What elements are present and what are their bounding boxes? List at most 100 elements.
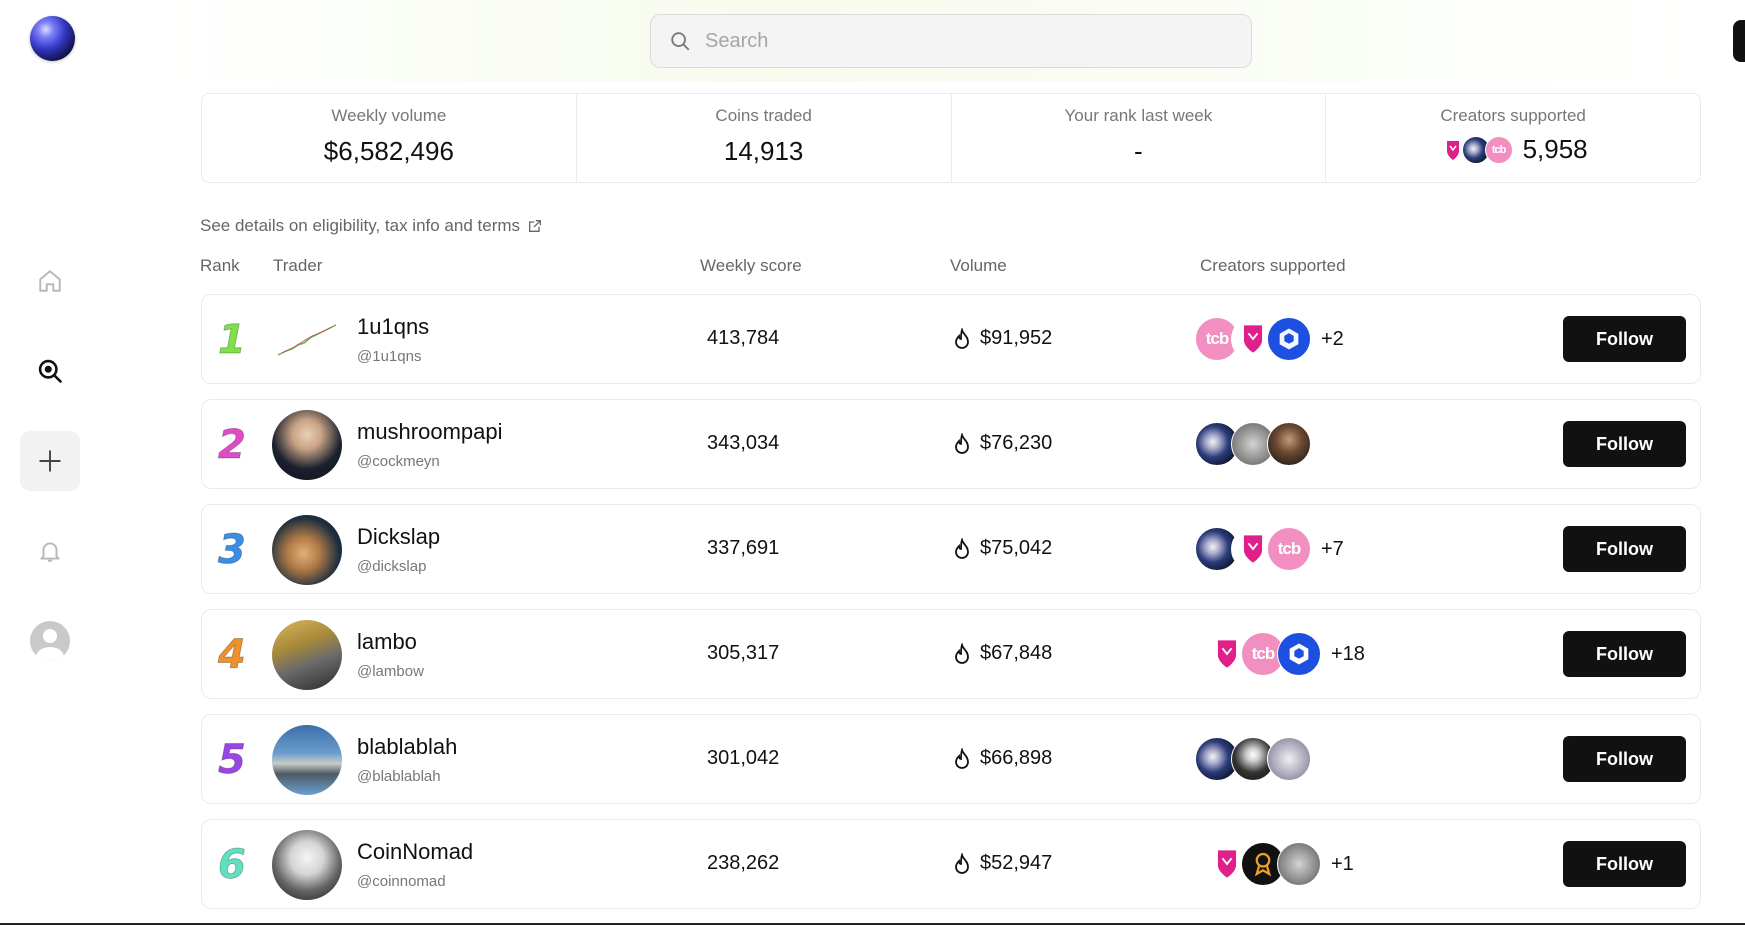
creators-more-count: +7 (1321, 537, 1344, 560)
trader-handle: @blablablah (357, 768, 441, 785)
trader-handle: @lambow (357, 663, 424, 680)
rank-number: 5 (218, 737, 247, 784)
rank-number: 2 (218, 422, 247, 469)
volume-value: $91,952 (980, 327, 1053, 349)
shield-creator-avatar (1205, 842, 1249, 886)
leaderboard-row[interactable]: 5 blablablah @blablablah 301,042 $66,898… (201, 714, 1701, 804)
app-logo[interactable] (30, 16, 75, 61)
volume-value: $75,042 (980, 537, 1053, 559)
stat-label: Coins traded (715, 106, 812, 125)
weekly-score: 301,042 (707, 747, 780, 769)
trader-name[interactable]: lambo (357, 629, 417, 654)
trader-avatar (272, 620, 342, 690)
top-right-button[interactable] (1733, 20, 1745, 62)
notifications-nav-button[interactable] (20, 521, 80, 581)
rank-number: 6 (218, 842, 247, 889)
flame-icon (955, 852, 969, 874)
create-nav-button[interactable] (20, 431, 80, 491)
creators-supported[interactable] (1195, 737, 1311, 781)
plus-icon (39, 450, 61, 472)
stat-coins-traded: Coins traded 14,913 (577, 94, 952, 182)
weekly-score: 343,034 (707, 432, 780, 454)
stats-panel: Weekly volume $6,582,496 Coins traded 14… (201, 93, 1701, 183)
trader-avatar (272, 515, 342, 585)
volume-cell: $76,230 (952, 432, 1052, 455)
bell-icon (40, 542, 60, 562)
rank-number: 3 (218, 527, 247, 574)
leaderboard-row[interactable]: 1 1u1qns @1u1qns 413,784 $91,952 tcb +2 … (201, 294, 1701, 384)
trader-name[interactable]: 1u1qns (357, 314, 430, 339)
leaderboard-row[interactable]: 4 lambo @lambow 305,317 $67,848 tcb +18 … (201, 609, 1701, 699)
home-nav-button[interactable] (20, 251, 80, 311)
weekly-score: 305,317 (707, 642, 780, 664)
stat-label: Your rank last week (1064, 106, 1213, 125)
column-header-rank: Rank (200, 256, 240, 275)
flame-icon (955, 537, 969, 559)
follow-button[interactable]: Follow (1563, 631, 1686, 677)
stat-weekly-volume: Weekly volume $6,582,496 (202, 94, 577, 182)
volume-cell: $91,952 (952, 327, 1052, 350)
trader-name[interactable]: CoinNomad (357, 839, 474, 864)
search-icon (38, 359, 62, 383)
external-link-icon (529, 220, 542, 232)
weekly-score: 413,784 (707, 327, 780, 349)
flame-icon (955, 432, 969, 454)
trader-handle: @dickslap (357, 558, 427, 575)
cube-creator-avatar (1267, 317, 1311, 361)
volume-cell: $66,898 (952, 747, 1052, 770)
flame-icon (955, 747, 969, 769)
rank-number: 4 (218, 632, 247, 679)
home-icon (39, 270, 61, 292)
creators-supported[interactable]: +1 (1205, 842, 1354, 886)
creators-supported[interactable]: tcb +18 (1205, 632, 1365, 676)
rank-number: 1 (218, 317, 247, 364)
details-link-text: See details on eligibility, tax info and… (200, 216, 521, 235)
creator-avatar-stack: tcb (1438, 135, 1513, 164)
search-input[interactable] (705, 29, 1225, 53)
user-avatar-icon (36, 629, 64, 661)
stat-value: 14,913 (723, 136, 804, 166)
creators-more-count: +2 (1321, 327, 1344, 350)
creator-avatar (1277, 842, 1321, 886)
leaderboard-row[interactable]: 3 Dickslap @dickslap 337,691 $75,042 tcb… (201, 504, 1701, 594)
follow-button[interactable]: Follow (1563, 526, 1686, 572)
creators-more-count: +18 (1331, 642, 1365, 665)
trader-handle: @1u1qns (357, 348, 422, 365)
volume-value: $66,898 (980, 747, 1053, 769)
trader-avatar (272, 830, 342, 900)
creators-supported[interactable]: tcb +7 (1195, 527, 1344, 571)
column-header-volume: Volume (950, 256, 1007, 275)
stat-rank-last-week: Your rank last week - (952, 94, 1327, 182)
trader-handle: @coinnomad (357, 873, 446, 890)
follow-button[interactable]: Follow (1563, 316, 1686, 362)
explore-nav-button[interactable] (20, 341, 80, 401)
trader-name[interactable]: blablablah (357, 734, 458, 759)
search-bar[interactable] (650, 14, 1252, 68)
creators-supported[interactable]: tcb +2 (1195, 317, 1344, 361)
trader-avatar (272, 305, 342, 375)
trader-handle: @cockmeyn (357, 453, 440, 470)
leaderboard-row[interactable]: 2 mushroompapi @cockmeyn 343,034 $76,230… (201, 399, 1701, 489)
follow-button[interactable]: Follow (1563, 841, 1686, 887)
eligibility-details-link[interactable]: See details on eligibility, tax info and… (200, 216, 543, 236)
follow-button[interactable]: Follow (1563, 736, 1686, 782)
follow-button[interactable]: Follow (1563, 421, 1686, 467)
stat-creators-supported: Creators supported tcb 5,958 (1326, 94, 1700, 182)
bottom-border (0, 923, 1745, 925)
profile-avatar[interactable] (30, 621, 70, 661)
creators-supported[interactable] (1195, 422, 1311, 466)
cube-creator-avatar (1277, 632, 1321, 676)
column-header-creators: Creators supported (1200, 256, 1346, 275)
leaderboard-row[interactable]: 6 CoinNomad @coinnomad 238,262 $52,947 +… (201, 819, 1701, 909)
volume-cell: $52,947 (952, 852, 1052, 875)
trader-name[interactable]: mushroompapi (357, 419, 503, 444)
creator-avatar (1267, 737, 1311, 781)
stat-label: Creators supported (1440, 106, 1586, 125)
weekly-score: 238,262 (707, 852, 780, 874)
volume-cell: $75,042 (952, 537, 1052, 560)
shield-creator-avatar (1438, 135, 1467, 164)
flame-icon (955, 327, 969, 349)
trader-name[interactable]: Dickslap (357, 524, 441, 549)
stat-value: $6,582,496 (323, 136, 454, 166)
search-icon (671, 32, 690, 51)
